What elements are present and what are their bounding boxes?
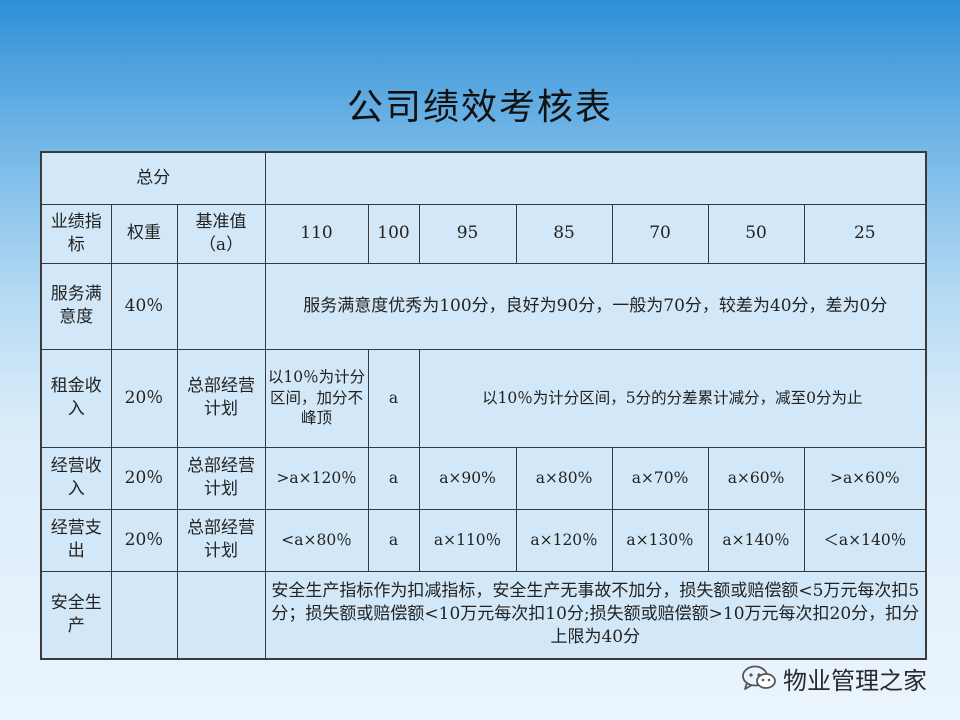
total-label: 总分	[40, 151, 266, 205]
revenue-score-25: >a×60%	[803, 446, 927, 510]
expense-score-110: <a×80％	[264, 508, 369, 572]
rent-row: 租金收入 20％ 总部经营计划 以10％为计分区间，加分不峰顶 a 以10％为计…	[40, 348, 927, 448]
safety-name: 安全生产	[40, 570, 112, 660]
expense-name: 经营支出	[40, 508, 112, 572]
service-rule: 服务满意度优秀为100分，良好为90分，一般为70分，较差为40分，差为0分	[264, 262, 927, 350]
service-baseline	[176, 262, 266, 350]
revenue-score-110: >a×120％	[264, 446, 369, 510]
revenue-score-85: a×80%	[515, 446, 613, 510]
rent-score-100: a	[367, 348, 420, 448]
header-score-25: 25	[803, 203, 927, 264]
expense-score-95: a×110％	[418, 508, 517, 572]
revenue-name: 经营收入	[40, 446, 112, 510]
expense-weight: 20％	[110, 508, 178, 572]
header-score-100: 100	[367, 203, 420, 264]
page-title: 公司绩效考核表	[346, 87, 613, 128]
header-score-110: 110	[264, 203, 369, 264]
revenue-score-95: a×90%	[418, 446, 517, 510]
revenue-score-50: a×60%	[707, 446, 805, 510]
total-row: 总分	[40, 151, 927, 205]
header-row: 业绩指标 权重 基准值（a） 110 100 95 85 70 50 25	[40, 203, 927, 264]
header-baseline: 基准值（a）	[176, 203, 266, 264]
total-value-cell[interactable]	[264, 151, 927, 205]
expense-row: 经营支出 20％ 总部经营计划 <a×80％ a a×110％ a×120％ a…	[40, 508, 927, 572]
expense-score-25: ＜a×140％	[803, 508, 927, 572]
safety-rule: 安全生产指标作为扣减指标，安全生产无事故不加分，损失额或赔偿额<5万元每次扣5分…	[264, 570, 927, 660]
expense-score-50: a×140％	[707, 508, 805, 572]
header-score-70: 70	[611, 203, 709, 264]
revenue-weight: 20％	[110, 446, 178, 510]
service-row: 服务满意度 40％ 服务满意度优秀为100分，良好为90分，一般为70分，较差为…	[40, 262, 927, 350]
header-weight: 权重	[110, 203, 178, 264]
revenue-row: 经营收入 20％ 总部经营计划 >a×120％ a a×90% a×80% a×…	[40, 446, 927, 510]
rent-rule: 以10％为计分区间，5分的分差累计减分，减至0分为止	[418, 348, 927, 448]
performance-table: 总分 业绩指标 权重 基准值（a） 110 100 95 85 70 50 25…	[40, 151, 928, 660]
rent-score-110: 以10％为计分区间，加分不峰顶	[264, 348, 369, 448]
header-item: 业绩指标	[40, 203, 112, 264]
rent-name: 租金收入	[40, 348, 112, 448]
expense-score-85: a×120％	[515, 508, 613, 572]
header-score-50: 50	[707, 203, 805, 264]
watermark-text: 物业管理之家	[783, 666, 927, 695]
revenue-score-70: a×70%	[611, 446, 709, 510]
wechat-icon	[742, 665, 776, 690]
safety-weight	[110, 570, 178, 660]
service-name: 服务满意度	[40, 262, 112, 350]
expense-baseline: 总部经营计划	[176, 508, 266, 572]
rent-baseline: 总部经营计划	[176, 348, 266, 448]
rent-weight: 20％	[110, 348, 178, 448]
expense-score-100: a	[367, 508, 420, 572]
revenue-baseline: 总部经营计划	[176, 446, 266, 510]
header-score-85: 85	[515, 203, 613, 264]
service-weight: 40％	[110, 262, 178, 350]
safety-baseline	[176, 570, 266, 660]
watermark: 物业管理之家	[741, 660, 927, 696]
safety-row: 安全生产 安全生产指标作为扣减指标，安全生产无事故不加分，损失额或赔偿额<5万元…	[40, 570, 927, 660]
expense-score-70: a×130％	[611, 508, 709, 572]
header-score-95: 95	[418, 203, 517, 264]
revenue-score-100: a	[367, 446, 420, 510]
